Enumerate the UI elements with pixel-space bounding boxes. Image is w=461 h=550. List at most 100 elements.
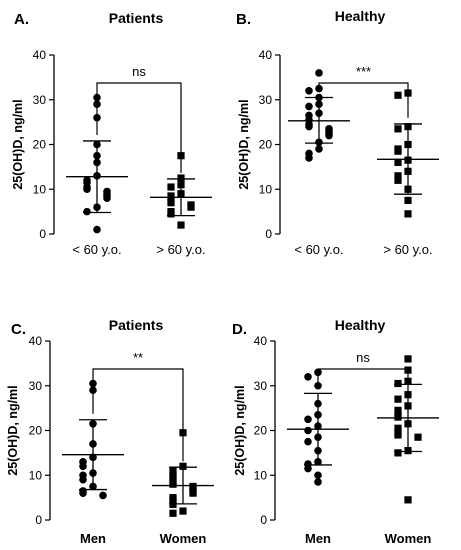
y-tick-label: 10 [254, 468, 268, 482]
x-tick-label: > 60 y.o. [156, 242, 205, 257]
data-point-square [179, 507, 187, 515]
significance-label: ns [356, 350, 370, 365]
panel-4: D. Healthy 25(OH)D, ng/ml 0 10 20 30 40 Men Women… [232, 317, 439, 546]
y-axis-label: 25(OH)D, ng/ml [6, 385, 20, 475]
data-point-circle [325, 131, 333, 140]
data-point-square [394, 395, 402, 403]
data-point-square [179, 462, 187, 470]
data-point-square [404, 196, 412, 205]
data-point-circle [93, 113, 101, 122]
data-point-square [394, 449, 402, 457]
x-tick-label: Men [305, 531, 331, 546]
panel-1: A. Patients 25(OH)D, ng/ml 0 10 20 30 40 < 60 y.… [11, 10, 212, 257]
data-point-circle [314, 471, 322, 480]
data-point-square [404, 377, 412, 385]
data-point-square [394, 172, 402, 180]
data-point-square [189, 489, 197, 497]
data-point-circle [83, 207, 91, 216]
data-point-square [394, 125, 402, 133]
data-point-square [414, 433, 422, 441]
data-point-circle [79, 475, 87, 484]
data-point-square [177, 174, 185, 182]
y-axis-label: 25(OH)D, ng/ml [237, 99, 251, 189]
y-tick-label: 20 [29, 424, 43, 438]
y-tick-label: 40 [29, 334, 43, 348]
data-point-circle [99, 491, 107, 500]
significance-bracket [96, 82, 182, 173]
data-point-square [187, 203, 195, 211]
panel-letter: C. [11, 321, 26, 338]
significance-bracket [318, 82, 409, 118]
data-point-square [394, 406, 402, 414]
y-tick-label: 30 [29, 379, 43, 393]
panel-title: Healthy [335, 8, 386, 24]
x-tick-label: Women [160, 531, 207, 546]
data-point-circle [305, 122, 313, 131]
y-tick-label: 30 [259, 93, 273, 107]
data-point-circle [89, 379, 97, 388]
significance-bracket [317, 368, 409, 388]
significance-bracket [92, 368, 184, 462]
data-point-circle [93, 225, 101, 234]
y-tick-label: 30 [254, 379, 268, 393]
y-tick-label: 40 [254, 334, 268, 348]
panel-letter: D. [232, 321, 247, 338]
data-point-circle [304, 373, 312, 381]
data-point-circle [79, 462, 87, 471]
data-point-circle [305, 102, 313, 111]
data-point-circle [83, 185, 91, 194]
data-point-square [394, 176, 402, 184]
data-point-circle [315, 145, 323, 153]
panel-2: B. Healthy 25(OH)D, ng/ml 0 10 20 30 40 < 60 y.o… [236, 8, 439, 257]
y-tick-label: 20 [33, 138, 47, 152]
x-tick-label: Women [385, 531, 432, 546]
data-point-circle [314, 478, 322, 486]
data-point-square [177, 221, 185, 229]
data-point-circle [305, 87, 313, 95]
data-point-circle [93, 93, 101, 102]
data-point-square [404, 355, 412, 363]
y-tick-label: 40 [33, 48, 47, 62]
y-tick-label: 30 [33, 93, 47, 107]
data-point-circle [93, 100, 101, 109]
data-point-square [169, 480, 177, 488]
data-point-circle [304, 415, 312, 424]
data-point-circle [89, 386, 97, 395]
data-point-circle [304, 464, 312, 473]
y-axis-label: 25(OH)D, ng/ml [233, 385, 247, 475]
y-tick-label: 40 [259, 48, 273, 62]
panel-title: Patients [109, 317, 164, 333]
y-axis-label: 25(OH)D, ng/ml [11, 99, 25, 189]
y-tick-label: 20 [254, 424, 268, 438]
data-point-square [404, 210, 412, 218]
data-point-circle [314, 381, 322, 390]
data-point-square [394, 424, 402, 432]
data-point-square [394, 413, 402, 421]
data-point-square [394, 379, 402, 388]
y-tick-label: 10 [259, 182, 273, 196]
data-point-square [169, 496, 177, 504]
data-point-square [167, 183, 175, 191]
x-tick-label: < 60 y.o. [294, 242, 343, 257]
y-tick-label: 0 [39, 227, 46, 241]
data-point-square [167, 210, 175, 218]
significance-label: ns [132, 64, 146, 79]
x-tick-label: > 60 y.o. [383, 242, 432, 257]
data-point-square [394, 91, 402, 99]
data-point-square [404, 496, 412, 504]
data-point-circle [304, 437, 312, 446]
data-point-square [167, 192, 175, 200]
data-point-circle [304, 426, 312, 435]
data-point-square [177, 152, 185, 160]
data-point-circle [305, 154, 313, 162]
significance-label: *** [356, 64, 371, 79]
y-tick-label: 0 [35, 513, 42, 527]
panel-title: Healthy [335, 317, 386, 333]
data-point-circle [315, 84, 323, 93]
data-point-square [179, 429, 187, 437]
data-point-circle [315, 69, 323, 77]
data-point-circle [79, 489, 87, 497]
data-point-square [394, 147, 402, 155]
data-point-square [404, 89, 412, 97]
